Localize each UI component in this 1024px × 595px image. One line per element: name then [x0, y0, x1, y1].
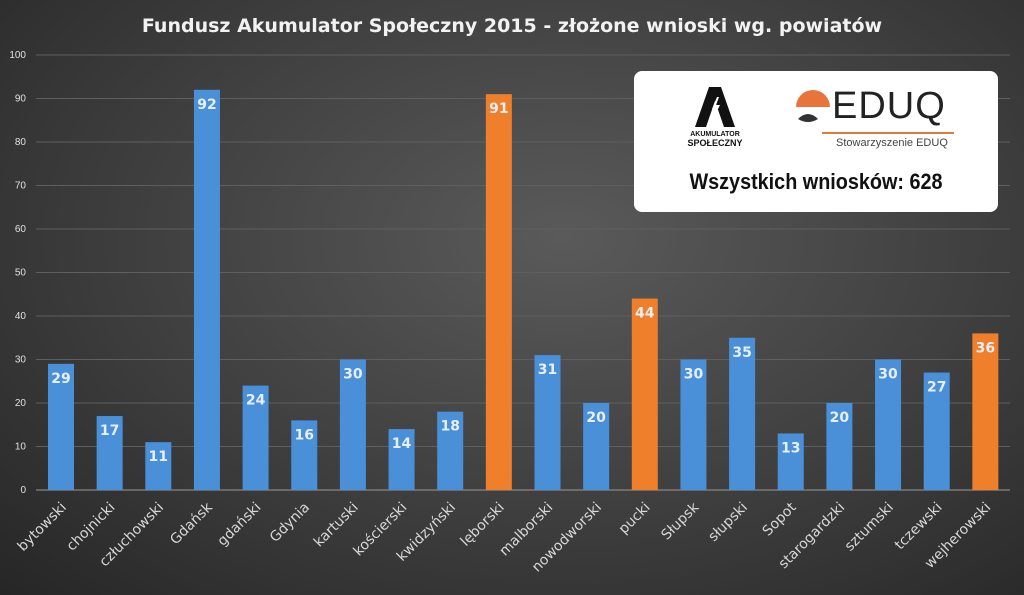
x-tick-label: słupski: [705, 500, 750, 545]
bar: [534, 355, 561, 490]
data-label: 17: [100, 423, 119, 439]
data-label: 16: [295, 427, 314, 443]
data-label: 13: [781, 440, 800, 456]
y-tick-label: 100: [9, 50, 26, 61]
bar: [923, 372, 950, 490]
eduq-wordmark: EDUQ: [832, 85, 946, 127]
bar: [48, 363, 74, 490]
bar: [972, 333, 999, 490]
info-box: AKUMULATOR SPOŁECZNY EDUQ Stowarzyszenie…: [634, 71, 998, 212]
akumulator-logo: AKUMULATOR SPOŁECZNY: [680, 87, 750, 148]
data-label: 35: [732, 345, 751, 361]
y-tick-label: 40: [15, 311, 27, 322]
data-label: 29: [51, 371, 70, 387]
y-tick-label: 70: [15, 181, 27, 192]
x-tick-label: gdański: [215, 500, 265, 550]
y-tick-label: 80: [15, 137, 27, 148]
bar: [729, 337, 756, 490]
bar: [777, 433, 804, 490]
x-tick-label: lęborski: [457, 500, 507, 550]
x-tick-label: Gdańsk: [167, 499, 216, 548]
bar: [339, 359, 366, 490]
eduq-sun-icon: [796, 90, 830, 122]
bar: [291, 420, 318, 490]
bar: [875, 359, 902, 490]
chart-title: Fundusz Akumulator Społeczny 2015 - złoż…: [142, 15, 882, 37]
bar: [631, 298, 658, 490]
x-tick-label: sztumski: [842, 500, 897, 555]
x-tick-label: pucki: [616, 500, 654, 538]
x-tick-label: kartuski: [311, 500, 362, 551]
data-label: 24: [246, 393, 266, 409]
x-tick-label: bytowski: [15, 500, 70, 555]
logo1-line2: SPOŁECZNY: [687, 138, 743, 148]
x-tick-label: Gdynia: [267, 500, 313, 546]
bar: [96, 416, 123, 490]
eduq-logo: EDUQ Stowarzyszenie EDUQ: [792, 85, 954, 149]
akumulator-a-icon: [695, 87, 735, 127]
data-label: 91: [489, 101, 508, 117]
y-tick-label: 30: [15, 355, 27, 366]
data-label: 44: [635, 306, 655, 322]
total-applications: Wszystkich wniosków: 628: [689, 169, 943, 194]
y-tick-label: 90: [15, 94, 27, 105]
y-tick-label: 20: [15, 398, 27, 409]
eduq-subtitle: Stowarzyszenie EDUQ: [836, 137, 948, 149]
data-label: 14: [392, 436, 412, 452]
data-label: 27: [927, 380, 946, 396]
bar: [242, 385, 269, 490]
data-label: 11: [149, 449, 168, 465]
data-label: 92: [197, 97, 216, 113]
data-label: 20: [830, 410, 850, 426]
data-label: 20: [586, 410, 606, 426]
bar: [388, 429, 415, 490]
y-tick-label: 60: [15, 224, 27, 235]
bar: [680, 359, 707, 490]
x-tick-label: Sopot: [760, 499, 800, 539]
bar: [145, 442, 172, 490]
bar: [583, 403, 610, 490]
bar: [485, 94, 512, 491]
data-label: 36: [976, 340, 995, 356]
data-label: 30: [343, 367, 363, 383]
data-label: 30: [684, 367, 704, 383]
x-tick-label: Słupsk: [658, 499, 702, 543]
bar: [826, 403, 853, 490]
data-label: 30: [878, 367, 898, 383]
y-tick-label: 0: [20, 485, 26, 496]
bar: [437, 411, 464, 490]
y-tick-label: 50: [15, 268, 27, 279]
data-label: 31: [538, 362, 557, 378]
y-tick-label: 10: [15, 442, 27, 453]
data-label: 18: [440, 419, 459, 435]
logo1-line1: AKUMULATOR: [690, 131, 740, 138]
bar: [193, 89, 220, 491]
